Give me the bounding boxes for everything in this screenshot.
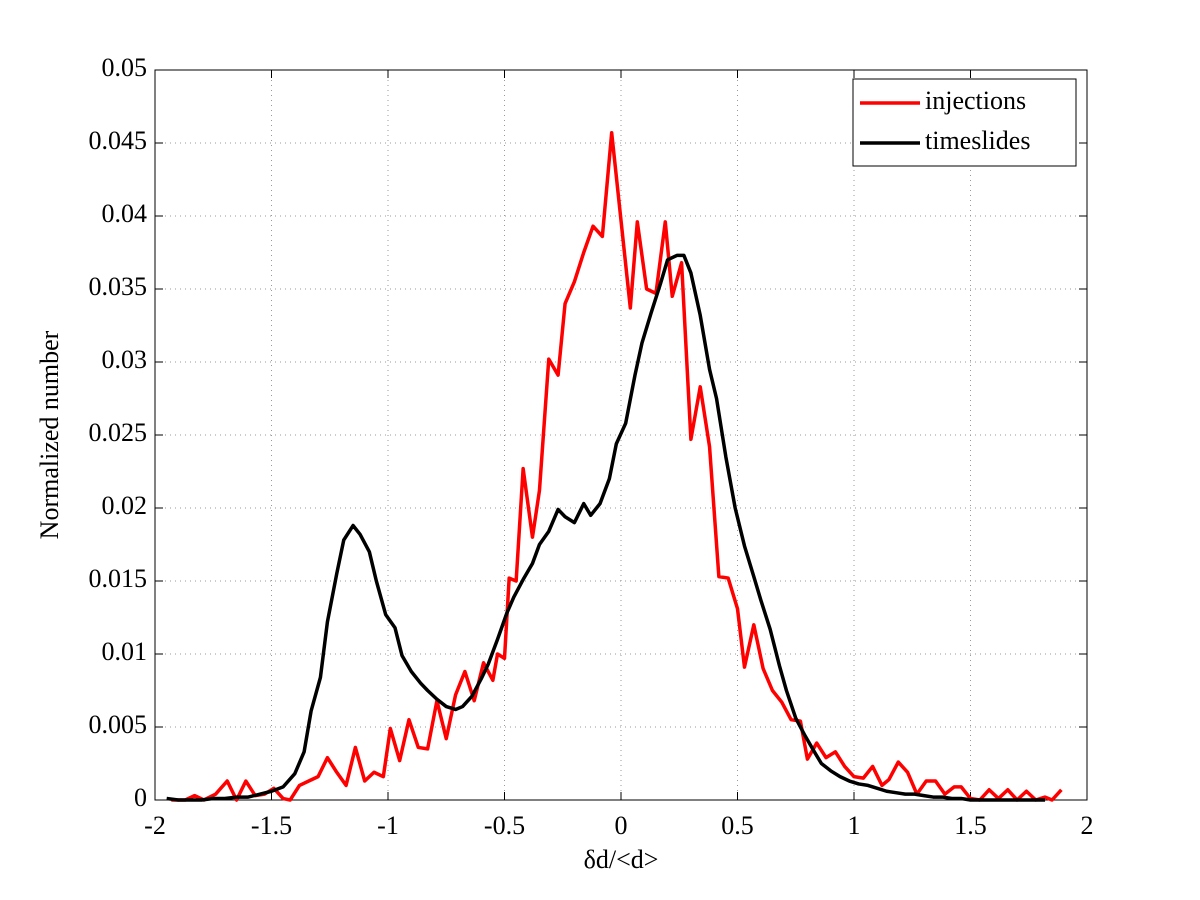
y-tick-label: 0.025	[89, 418, 148, 447]
x-tick-label: 1.5	[954, 811, 987, 840]
legend-label: timeslides	[925, 126, 1030, 155]
y-axis-label: Normalized number	[35, 330, 64, 539]
x-tick-label: -1.5	[251, 811, 292, 840]
y-tick-label: 0.03	[102, 345, 148, 374]
data-line	[166, 253, 1046, 802]
data-line	[171, 131, 1063, 802]
legend: injections timeslides	[852, 78, 1077, 167]
y-tick-label: 0.02	[102, 491, 148, 520]
x-tick-label: -2	[144, 811, 166, 840]
y-tick-label: 0.05	[102, 53, 148, 82]
y-tick-label: 0	[134, 783, 147, 812]
x-tick-label: -1	[377, 811, 399, 840]
x-tick-label: 2	[1081, 811, 1094, 840]
y-tick-label: 0.005	[89, 710, 148, 739]
x-tick-label: -0.5	[484, 811, 525, 840]
x-tick-label: 0.5	[721, 811, 754, 840]
plot-frame	[154, 69, 1088, 801]
y-tick-label: 0.015	[89, 564, 148, 593]
y-tick-label: 0.04	[102, 199, 148, 228]
x-tick-label: 0	[615, 811, 628, 840]
x-tick-label: 1	[848, 811, 861, 840]
y-tick-label: 0.045	[89, 126, 148, 155]
x-axis-label: δd/<d>	[584, 845, 659, 874]
y-tick-label: 0.035	[89, 272, 148, 301]
legend-box	[852, 78, 1077, 167]
legend-label: injections	[925, 86, 1026, 115]
y-tick-label: 0.01	[102, 637, 148, 666]
